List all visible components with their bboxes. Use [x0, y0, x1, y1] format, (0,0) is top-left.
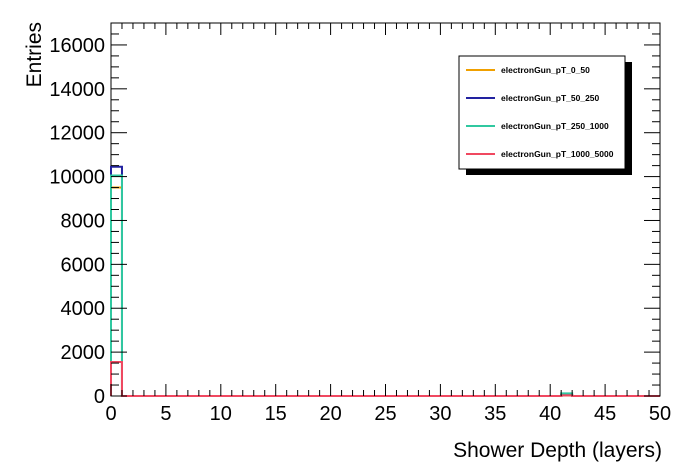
- legend-box: [458, 55, 626, 170]
- x-tick-label: 0: [105, 403, 116, 425]
- legend-label: electronGun_pT_250_1000: [501, 121, 609, 131]
- x-tick-label: 45: [594, 403, 616, 425]
- y-tick-label: 12000: [49, 123, 105, 145]
- series-line-electronGun_pT_0_50: [110, 186, 660, 397]
- series-line-electronGun_pT_250_1000: [110, 174, 660, 397]
- x-tick-label: 10: [210, 403, 232, 425]
- y-tick-label: 8000: [61, 210, 106, 232]
- series-layer: [110, 165, 660, 397]
- x-tick-label: 40: [539, 403, 561, 425]
- y-tick-label: 14000: [49, 79, 105, 101]
- legend: electronGun_pT_0_50 electronGun_pT_50_250…: [458, 55, 632, 175]
- y-axis-title: Entries: [23, 22, 46, 87]
- x-axis-title: Shower Depth (layers): [453, 439, 662, 462]
- y-tick-label: 6000: [61, 254, 106, 276]
- legend-label: electronGun_pT_0_50: [501, 65, 590, 75]
- axes-layer: 0 5 10 15 20 25 30 35 40 45 50 0 2000 4000 6000 8000 100…: [49, 22, 671, 425]
- x-tick-label: 25: [374, 403, 396, 425]
- x-tick-label: 5: [160, 403, 171, 425]
- legend-label: electronGun_pT_50_250: [501, 93, 600, 103]
- y-tick-label: 16000: [49, 35, 105, 57]
- x-tick-label: 50: [649, 403, 671, 425]
- y-tick-label: 0: [94, 386, 105, 408]
- y-tick-label: 2000: [61, 342, 106, 364]
- x-tick-label: 15: [265, 403, 287, 425]
- series-line-electronGun_pT_50_250: [110, 165, 660, 397]
- legend-label: electronGun_pT_1000_5000: [501, 149, 614, 159]
- y-tick-label: 10000: [49, 167, 105, 189]
- x-tick-label: 35: [484, 403, 506, 425]
- x-tick-label: 20: [319, 403, 341, 425]
- y-tick-label: 4000: [61, 298, 106, 320]
- x-tick-label: 30: [429, 403, 451, 425]
